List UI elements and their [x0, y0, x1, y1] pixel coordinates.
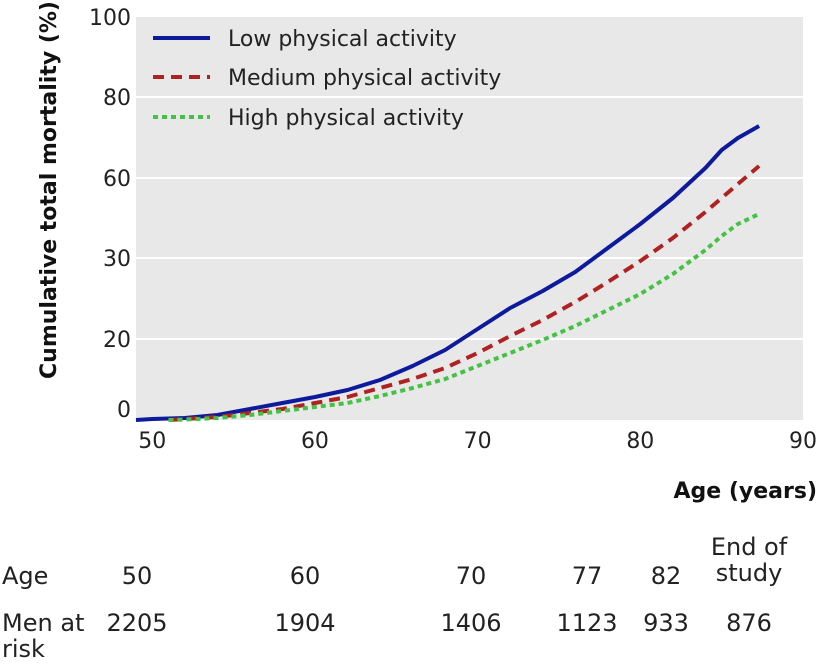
x-tick-label: 70 [464, 429, 492, 454]
gridlines [136, 96, 803, 340]
y-tick-label: 80 [103, 86, 131, 111]
risk-age-cell: 82 [650, 562, 682, 590]
risk-row-label-men: Men at risk [2, 609, 85, 663]
legend-label-high: High physical activity [228, 106, 464, 131]
y-axis-title: Cumulative total mortality (%) [37, 1, 62, 379]
legend: Low physical activity Medium physical ac… [153, 27, 501, 131]
risk-age-cell: 70 [455, 562, 487, 590]
risk-men-cell: 2205 [106, 609, 168, 637]
series-lines [135, 124, 761, 422]
y-tick-label: 20 [103, 328, 131, 353]
x-tick-label: 80 [626, 429, 654, 454]
series-line-high [168, 212, 760, 422]
y-tick-label: 30 [103, 247, 131, 272]
x-tick-label: 60 [301, 429, 329, 454]
risk-age-cell: 77 [571, 562, 603, 590]
plot-area [136, 17, 803, 420]
series-line-low [135, 124, 761, 422]
x-tick-label: 90 [789, 429, 817, 454]
legend-label-medium: Medium physical activity [228, 66, 501, 91]
risk-age-cell: 50 [121, 562, 153, 590]
mortality-chart: 100 80 60 30 20 0 50 60 70 80 90 Low physica… [37, 1, 817, 504]
y-tick-label: 60 [103, 167, 131, 192]
risk-row-label-age: Age [2, 562, 49, 590]
x-tick-labels: 50 60 70 80 90 [138, 429, 817, 454]
x-axis-title: Age (years) [673, 479, 817, 504]
y-tick-label: 0 [117, 398, 131, 423]
risk-men-cell: 1904 [274, 609, 336, 637]
risk-men-cell: 1123 [556, 609, 618, 637]
risk-men-cell: 876 [726, 609, 772, 637]
y-tick-label: 100 [89, 6, 131, 31]
risk-age-cell: End of study [710, 533, 788, 587]
risk-table: Age Men at risk 50 60 70 77 82 End of st… [0, 530, 820, 664]
risk-men-cell: 1406 [440, 609, 502, 637]
x-tick-label: 50 [138, 429, 166, 454]
y-tick-labels: 100 80 60 30 20 0 [89, 6, 131, 423]
legend-label-low: Low physical activity [228, 27, 457, 52]
risk-age-cell: 60 [289, 562, 321, 590]
risk-men-cell: 933 [643, 609, 689, 637]
